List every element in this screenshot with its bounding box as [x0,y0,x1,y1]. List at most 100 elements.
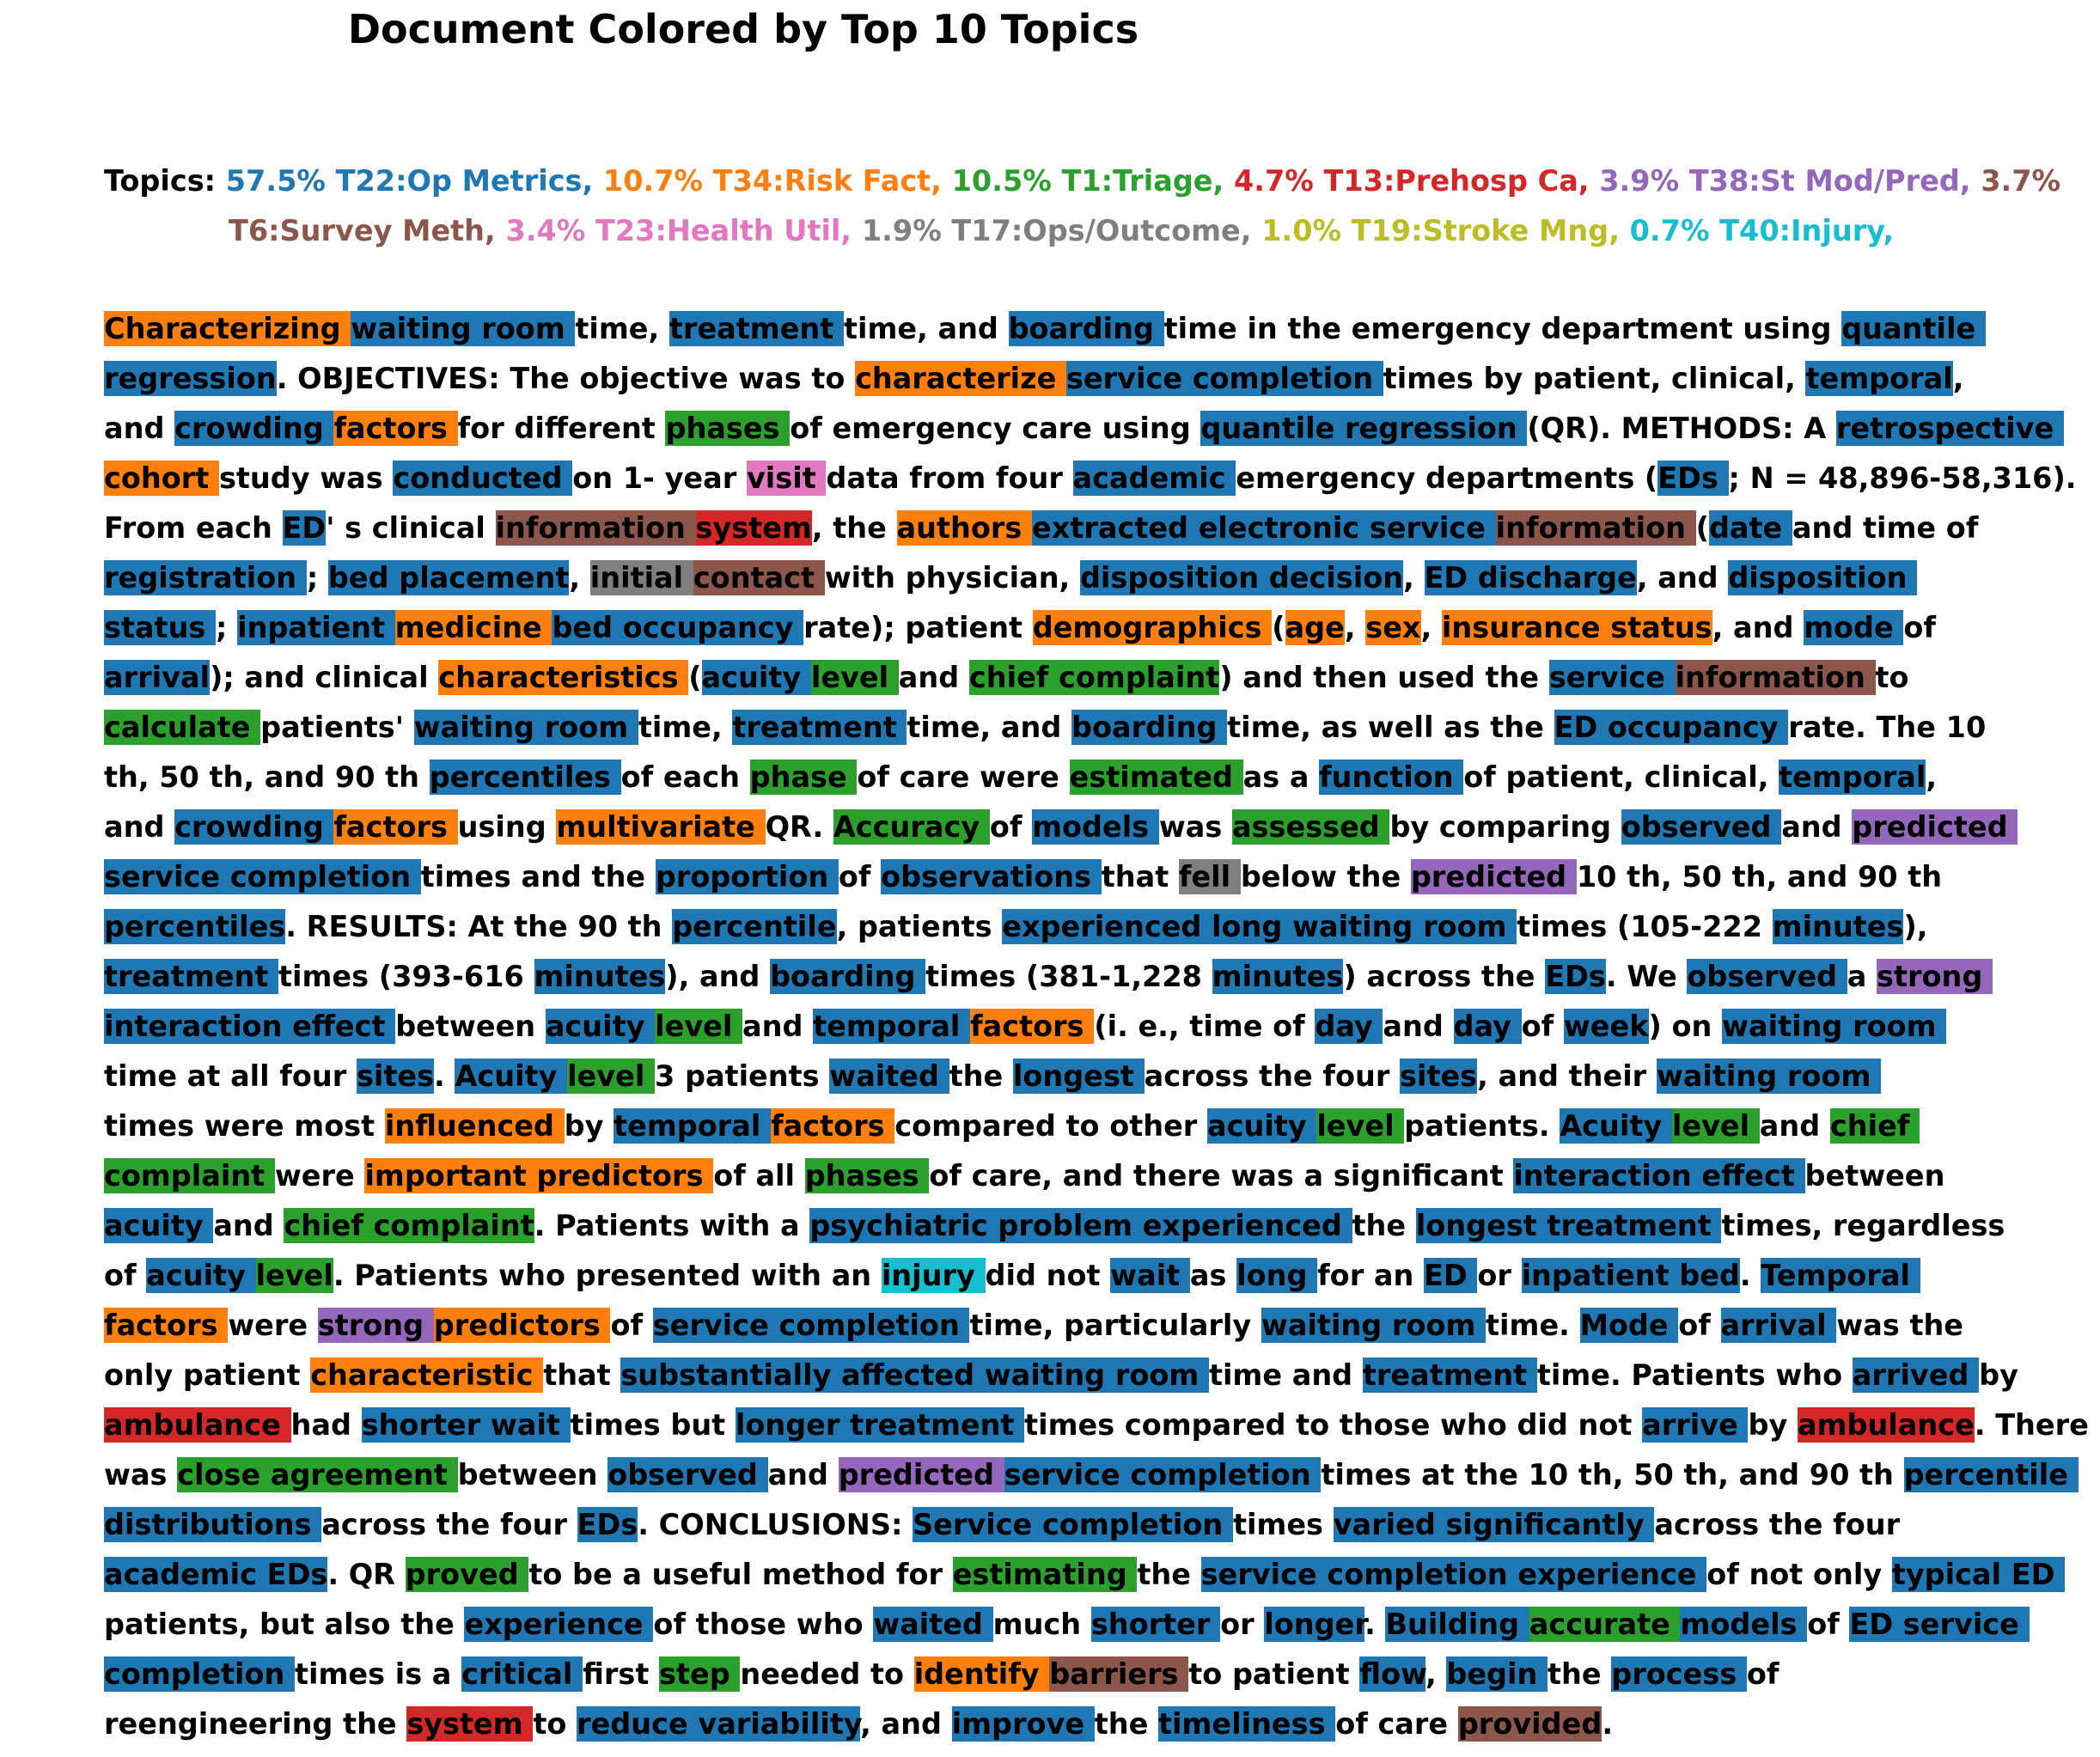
plain-text: , [1420,611,1442,644]
text-line: acuity and chief complaint. Patients wit… [104,1201,2080,1251]
topic-highlight-t22: week [1563,1009,1649,1044]
topic-highlight-t22: acuity [701,660,811,695]
plain-text: times [1232,1508,1334,1541]
topic-highlight-t22: long [1236,1258,1318,1293]
topic-highlight-t22: ED [282,510,327,546]
topic-highlight-t22: date [1708,510,1792,546]
topic-highlight-t34: important predictors [364,1158,714,1193]
plain-text: times by patient, clinical, [1383,362,1806,395]
text-line: and crowding factors using multivariate … [104,802,2080,852]
topic-highlight-t34: factors [333,411,458,446]
plain-text: for an [1317,1259,1425,1292]
plain-text: on 1- year [572,461,747,495]
plain-text: of emergency care using [790,412,1201,445]
topic-highlight-t22: waiting room [1722,1009,1947,1044]
topic-highlight-t22: sites [356,1058,435,1094]
plain-text: and [898,661,969,694]
topic-highlight-t22: Temporal [1761,1258,1920,1293]
topic-highlight-t22: EDs [1545,959,1606,994]
text-line: Characterizing waiting room time, treatm… [104,304,2080,354]
plain-text: times is a [295,1657,462,1691]
topic-highlight-t1: assessed [1232,809,1390,845]
topic-highlight-t22: experienced long waiting room [1002,909,1517,944]
plain-text: times were most [104,1109,385,1143]
topic-highlight-t22: quantile [1841,311,1986,346]
topic-highlight-t1: phase [749,760,858,795]
topic-highlight-t34: factors [771,1108,895,1144]
plain-text: time, [638,711,733,744]
topic-highlight-t22: percentiles [104,909,286,944]
text-line: th, 50 th, and 90 th percentiles of each… [104,753,2080,802]
topic-highlight-t38: strong [1877,959,1993,994]
topic-highlight-t34: factors [104,1308,229,1343]
plain-text: across the four [1144,1059,1401,1093]
text-line: service completion times and the proport… [104,852,2080,902]
plain-text: , and [1712,611,1804,644]
text-line: was close agreement between observed and… [104,1450,2080,1500]
topic-highlight-t6: provided [1457,1706,1602,1742]
plain-text: , [1425,1657,1447,1691]
topic-highlight-t23: visit [746,461,827,496]
plain-text: time, as well as the [1227,711,1554,744]
plain-text: times compared to those who did not [1024,1408,1643,1442]
plain-text: study was [218,461,394,495]
topic-highlight-t22: ED service [1849,1607,2030,1642]
plain-text: , [1926,760,1938,794]
plain-text: ) on [1648,1010,1723,1043]
plain-text: to patient [1188,1657,1360,1691]
text-line: time at all four sites. Acuity level 3 p… [104,1052,2080,1101]
topic-highlight-t22: timeliness [1157,1706,1336,1742]
plain-text: of not only [1706,1558,1892,1591]
topic-highlight-t38: strong [317,1308,434,1343]
text-line: calculate patients' waiting room time, t… [104,703,2080,753]
plain-text: , and [1636,561,1729,595]
topic-highlight-t34: influenced [384,1108,565,1144]
text-line: factors were strong predictors of servic… [104,1301,2080,1351]
text-line: status ; inpatient medicine bed occupanc… [104,603,2080,653]
plain-text: and [104,412,175,445]
plain-text: the [1094,1707,1158,1741]
plain-text: ); and clinical [210,661,439,694]
text-line: ambulance had shorter wait times but lon… [104,1400,2089,1450]
topic-highlight-t22: conducted [393,461,573,496]
topic-highlight-t6: information [1675,660,1876,695]
topic-highlight-t22: service [1548,660,1676,695]
plain-text: had [290,1408,362,1442]
topic-highlight-t1: proved [405,1557,529,1592]
text-line: regression. OBJECTIVES: The objective wa… [104,354,2080,404]
plain-text: , [569,561,590,595]
plain-text: of [610,1309,653,1342]
plain-text: by comparing [1389,810,1621,844]
topic-highlight-t22: begin [1446,1656,1548,1692]
topic-highlight-t22: Service completion [913,1507,1233,1542]
plain-text: were [228,1309,318,1342]
topic-highlight-t34: multivariate [556,809,766,845]
topic-list: 57.5% T22:Op Metrics, 10.7% T34:Risk Fac… [226,164,2060,247]
topic-highlight-t22: mode [1804,610,1904,645]
topic-legend-item: 3.9% T38:St Mod/Pred, [1599,164,1971,198]
plain-text: times at the 10 th, 50 th, and 90 th [1321,1458,1904,1492]
plain-text: ), [1903,910,1928,943]
topic-highlight-t22: inpatient [237,610,395,645]
text-line: times were most influenced by temporal f… [104,1101,2080,1151]
topic-highlight-t22: temporal [813,1009,971,1044]
plain-text: a [1847,960,1877,993]
plain-text: by [564,1109,614,1143]
topic-highlight-t22: Acuity [455,1058,568,1094]
topic-highlight-t22: disposition [1728,560,1918,595]
plain-text: for different [457,412,666,445]
topic-highlight-t22: minutes [534,959,666,994]
topic-highlight-t1: level [655,1009,743,1044]
topic-highlight-t22: function [1319,760,1464,795]
text-line: only patient characteristic that substan… [104,1351,2080,1400]
plain-text: reengineering the [104,1707,407,1741]
plain-text: that [1101,860,1179,894]
topic-highlight-t22: varied significantly [1333,1507,1655,1542]
topic-highlight-t38: predicted [838,1457,1004,1492]
plain-text: data from four [826,461,1073,495]
plain-text: , patients [836,910,1003,943]
plain-text: of [1903,611,1937,644]
topic-highlight-t22: waiting room [413,710,638,745]
plain-text: time. Patients who [1536,1358,1853,1392]
topic-highlight-t1: chief [1829,1108,1920,1144]
